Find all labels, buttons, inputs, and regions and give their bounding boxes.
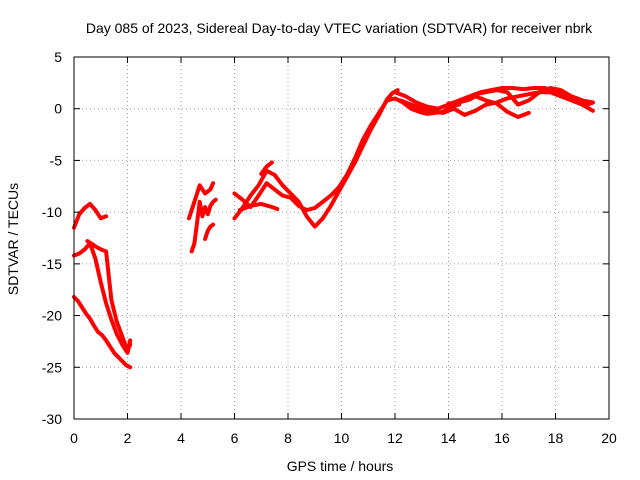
grid-layer: [74, 57, 609, 419]
y-tick-label: -10: [42, 204, 62, 220]
x-tick-label: 2: [124, 430, 132, 446]
series-line-arc-2: [72, 241, 133, 355]
x-tick-label: 16: [494, 430, 510, 446]
y-tick-label: -5: [50, 152, 63, 168]
x-tick-label: 10: [334, 430, 350, 446]
x-tick-label: 20: [601, 430, 617, 446]
x-tick-label: 12: [387, 430, 403, 446]
tick-layer: [73, 56, 610, 420]
x-tick-label: 4: [177, 430, 185, 446]
y-tick-label: -20: [42, 308, 62, 324]
series-line-arc-14: [446, 94, 531, 119]
y-tick-label: 0: [54, 101, 62, 117]
series-line-arc-6: [187, 181, 216, 221]
series-line-arc-9: [232, 88, 400, 229]
x-tick-label: 6: [231, 430, 239, 446]
series-line-arc-8: [232, 96, 462, 213]
y-tick-label: -25: [42, 359, 62, 375]
series-layer: [72, 86, 595, 370]
series-line-arc-3: [72, 201, 109, 230]
x-tick-label: 18: [548, 430, 564, 446]
series-line-arc-5: [189, 197, 218, 254]
chart-title: Day 085 of 2023, Sidereal Day-to-day VTE…: [86, 20, 593, 36]
x-tick-label: 14: [441, 430, 457, 446]
y-tick-label: 5: [54, 49, 62, 65]
x-axis-label: GPS time / hours: [287, 458, 394, 474]
series-line-arc-1: [72, 295, 133, 370]
label-layer: 0 2 4 6 8 10 12 14 16 18 20 -30 -25 -20 -15 -10 -5 0 5: [42, 49, 617, 446]
series-line-arc-7: [203, 222, 216, 241]
series-line-arc-10: [237, 201, 280, 213]
series-line-arc-4: [85, 239, 133, 353]
y-axis-label: SDTVAR / TECUs: [5, 183, 21, 295]
x-tick-label: 0: [70, 430, 78, 446]
y-tick-label: -30: [42, 411, 62, 427]
series-line-arc-15: [473, 86, 595, 107]
x-tick-label: 8: [284, 430, 292, 446]
y-tick-label: -15: [42, 256, 62, 272]
series-line-arc-11: [259, 160, 274, 176]
